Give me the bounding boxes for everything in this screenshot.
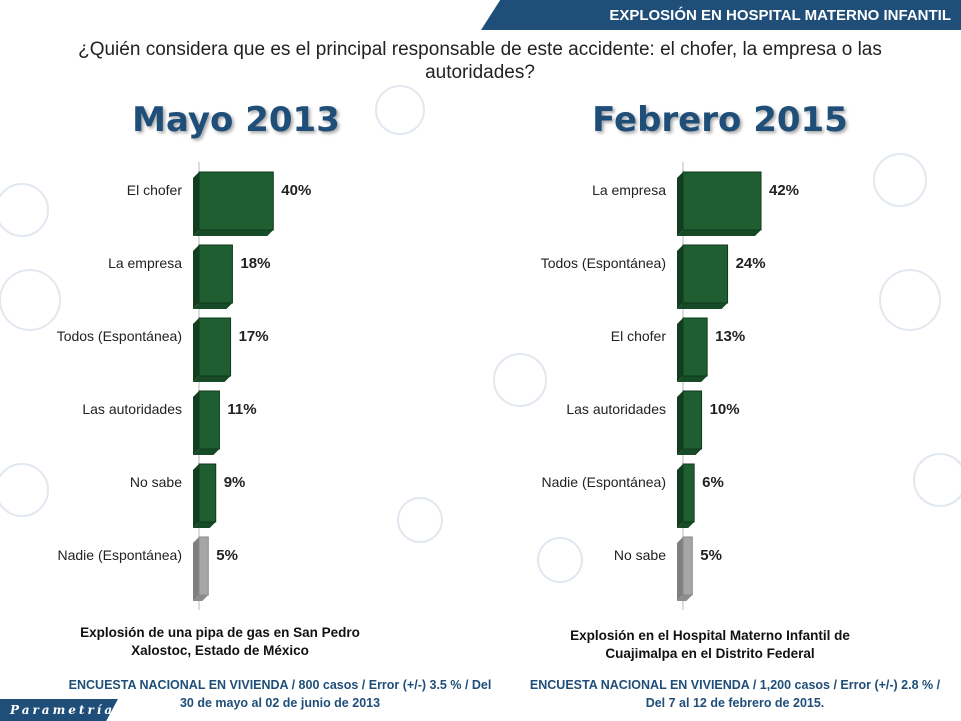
value-label: 42% <box>769 182 799 199</box>
category-label: Las autoridades <box>82 401 182 417</box>
value-label: 24% <box>736 255 766 272</box>
bar-side-shadow <box>193 464 199 528</box>
bar-bottom-shadow <box>193 595 209 601</box>
bar-side-shadow <box>193 391 199 455</box>
category-label: El chofer <box>127 182 183 198</box>
category-label: Nadie (Espontánea) <box>541 474 666 490</box>
category-label: Todos (Espontánea) <box>541 255 666 271</box>
bar-bottom-shadow <box>677 449 702 455</box>
bar-bottom-shadow <box>677 376 708 382</box>
bar-1-2 <box>682 317 708 377</box>
header-banner: EXPLOSIÓN EN HOSPITAL MATERNO INFANTIL <box>481 0 961 30</box>
category-label: La empresa <box>592 182 666 198</box>
survey-question: ¿Quién considera que es el principal res… <box>78 39 882 83</box>
bar-side-shadow <box>677 318 683 382</box>
survey-note-left: ENCUESTA NACIONAL EN VIVIENDA / 800 caso… <box>68 678 492 710</box>
bar-0-3 <box>198 390 220 450</box>
bar-bottom-shadow <box>677 230 761 236</box>
category-label: No sabe <box>130 474 182 490</box>
category-label: La empresa <box>108 255 182 271</box>
bar-0-2 <box>198 317 232 377</box>
category-label: Las autoridades <box>566 401 666 417</box>
value-label: 5% <box>700 547 722 564</box>
bar-side-shadow <box>677 391 683 455</box>
bar-bottom-shadow <box>677 522 695 528</box>
bar-1-5 <box>682 536 693 596</box>
value-label: 13% <box>715 328 745 345</box>
bar-bottom-shadow <box>677 595 693 601</box>
bar-bottom-shadow <box>193 303 233 309</box>
bar-side-shadow <box>677 464 683 528</box>
parametria-logo: Parametría <box>0 699 118 721</box>
bar-side-shadow <box>677 245 683 309</box>
bar-side-shadow <box>193 172 199 236</box>
bar-side-shadow <box>193 537 199 601</box>
bar-side-shadow <box>193 318 199 382</box>
bar-bottom-shadow <box>193 522 216 528</box>
survey-note-right: ENCUESTA NACIONAL EN VIVIENDA / 1,200 ca… <box>529 678 941 710</box>
bar-0-4 <box>198 463 217 523</box>
value-label: 18% <box>240 255 270 272</box>
bar-0-1 <box>198 244 233 304</box>
bar-1-3 <box>682 390 703 450</box>
value-label: 9% <box>224 474 246 491</box>
bar-bottom-shadow <box>677 303 728 309</box>
value-label: 40% <box>281 182 311 199</box>
chart-title-left: Mayo 2013 <box>132 100 340 140</box>
category-label: No sabe <box>614 547 666 563</box>
bar-side-shadow <box>677 172 683 236</box>
bar-side-shadow <box>193 245 199 309</box>
value-label: 10% <box>710 401 740 418</box>
bar-1-0 <box>682 171 762 231</box>
category-label: Nadie (Espontánea) <box>57 547 182 563</box>
caption-right: Explosión en el Hospital Materno Infanti… <box>570 628 850 661</box>
bar-bottom-shadow <box>193 230 274 236</box>
value-label: 17% <box>239 328 269 345</box>
category-label: El chofer <box>611 328 667 344</box>
bar-bottom-shadow <box>193 449 220 455</box>
caption-left: Explosión de una pipa de gas en San Pedr… <box>80 625 360 658</box>
bar-0-0 <box>198 171 274 231</box>
value-label: 6% <box>702 474 724 491</box>
bar-1-1 <box>682 244 729 304</box>
bar-0-5 <box>198 536 209 596</box>
bar-side-shadow <box>677 537 683 601</box>
chart-title-right: Febrero 2015 <box>592 100 848 140</box>
value-label: 5% <box>216 547 238 564</box>
bar-bottom-shadow <box>193 376 231 382</box>
bar-1-4 <box>682 463 695 523</box>
value-label: 11% <box>227 401 256 418</box>
category-label: Todos (Espontánea) <box>57 328 182 344</box>
